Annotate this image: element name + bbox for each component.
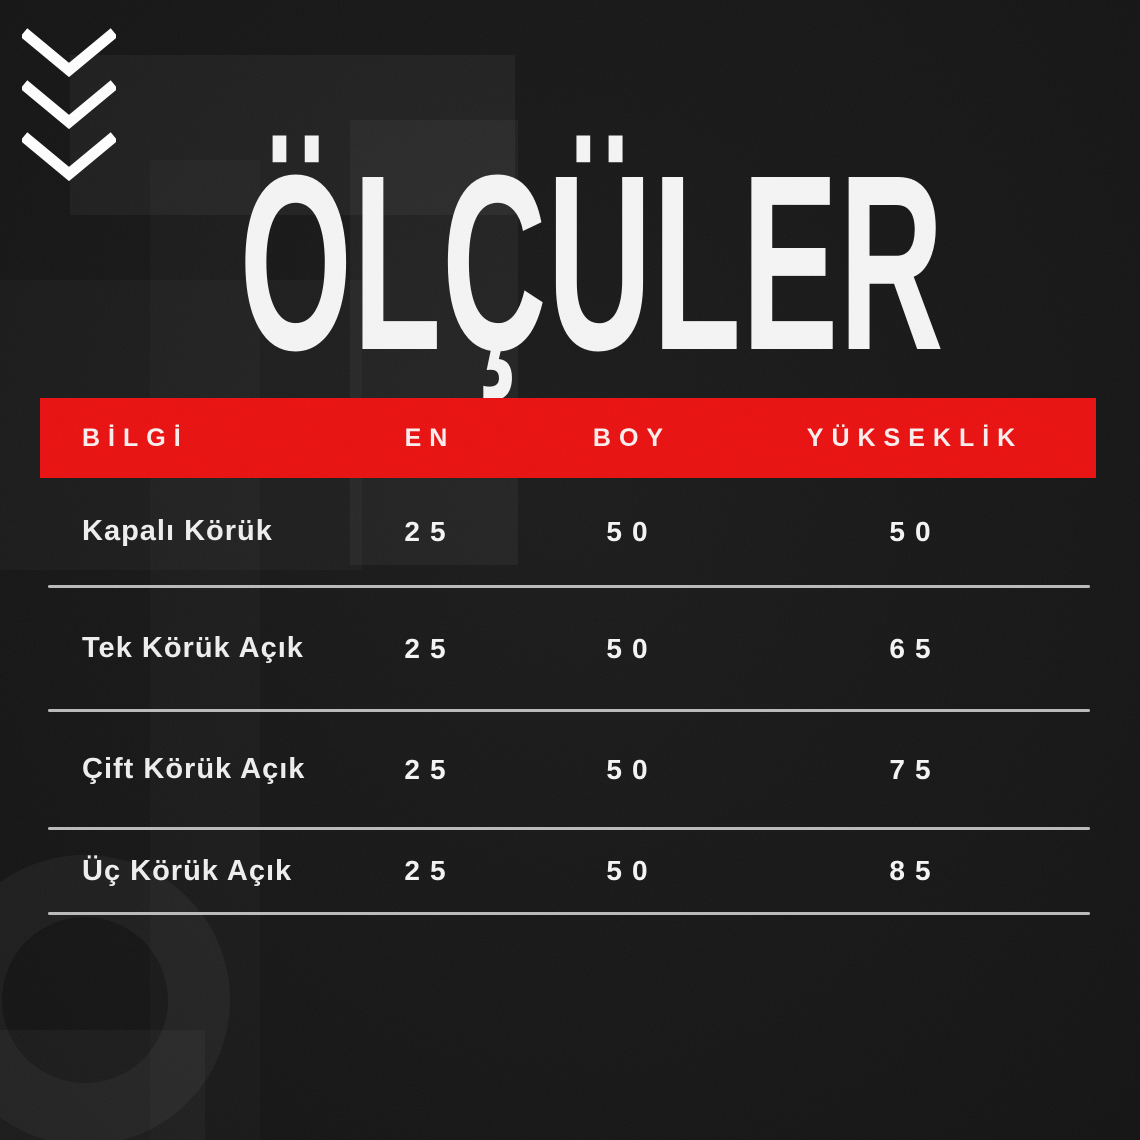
table-header-en: EN: [404, 423, 456, 452]
table-header-row: BİLGİ EN BOY YÜKSEKLİK: [40, 398, 1096, 478]
row-value-yukseklik: 50: [889, 515, 941, 547]
row-label: Üç Körük Açık: [82, 854, 293, 887]
row-value-yukseklik: 85: [889, 855, 941, 886]
row-label: Kapalı Körük: [82, 515, 273, 547]
page-title: ÖLÇÜLER: [239, 123, 945, 402]
row-value-en: 25: [404, 515, 456, 547]
row-value-boy: 50: [606, 515, 658, 547]
row-value-boy: 50: [606, 753, 658, 785]
table-header-boy: BOY: [592, 423, 672, 452]
row-label: Çift Körük Açık: [82, 753, 306, 785]
row-label: Tek Körük Açık: [82, 632, 304, 664]
table-header-yukseklik: YÜKSEKLİK: [806, 423, 1024, 452]
row-divider: [48, 912, 1090, 915]
table-row: Kapalı Körük 25 50 50: [40, 478, 1096, 585]
triple-chevron-down-icon: [22, 28, 116, 182]
row-value-yukseklik: 75: [889, 753, 941, 785]
row-value-boy: 50: [606, 855, 658, 886]
row-divider: [48, 827, 1090, 830]
table-row: Tek Körük Açık 25 50 65: [40, 588, 1096, 709]
row-value-en: 25: [404, 855, 456, 886]
row-value-boy: 50: [606, 632, 658, 664]
background-watermark-glyph: [0, 1030, 205, 1140]
table-header-bilgi: BİLGİ: [82, 423, 189, 452]
dimensions-table: BİLGİ EN BOY YÜKSEKLİK Kapalı Körük 25 5…: [40, 398, 1096, 915]
row-value-en: 25: [404, 753, 456, 785]
row-divider: [48, 709, 1090, 712]
row-divider: [48, 585, 1090, 588]
row-value-en: 25: [404, 632, 456, 664]
table-row: Üç Körük Açık 25 50 85: [40, 830, 1096, 912]
table-row: Çift Körük Açık 25 50 75: [40, 712, 1096, 827]
row-value-yukseklik: 65: [889, 632, 941, 664]
